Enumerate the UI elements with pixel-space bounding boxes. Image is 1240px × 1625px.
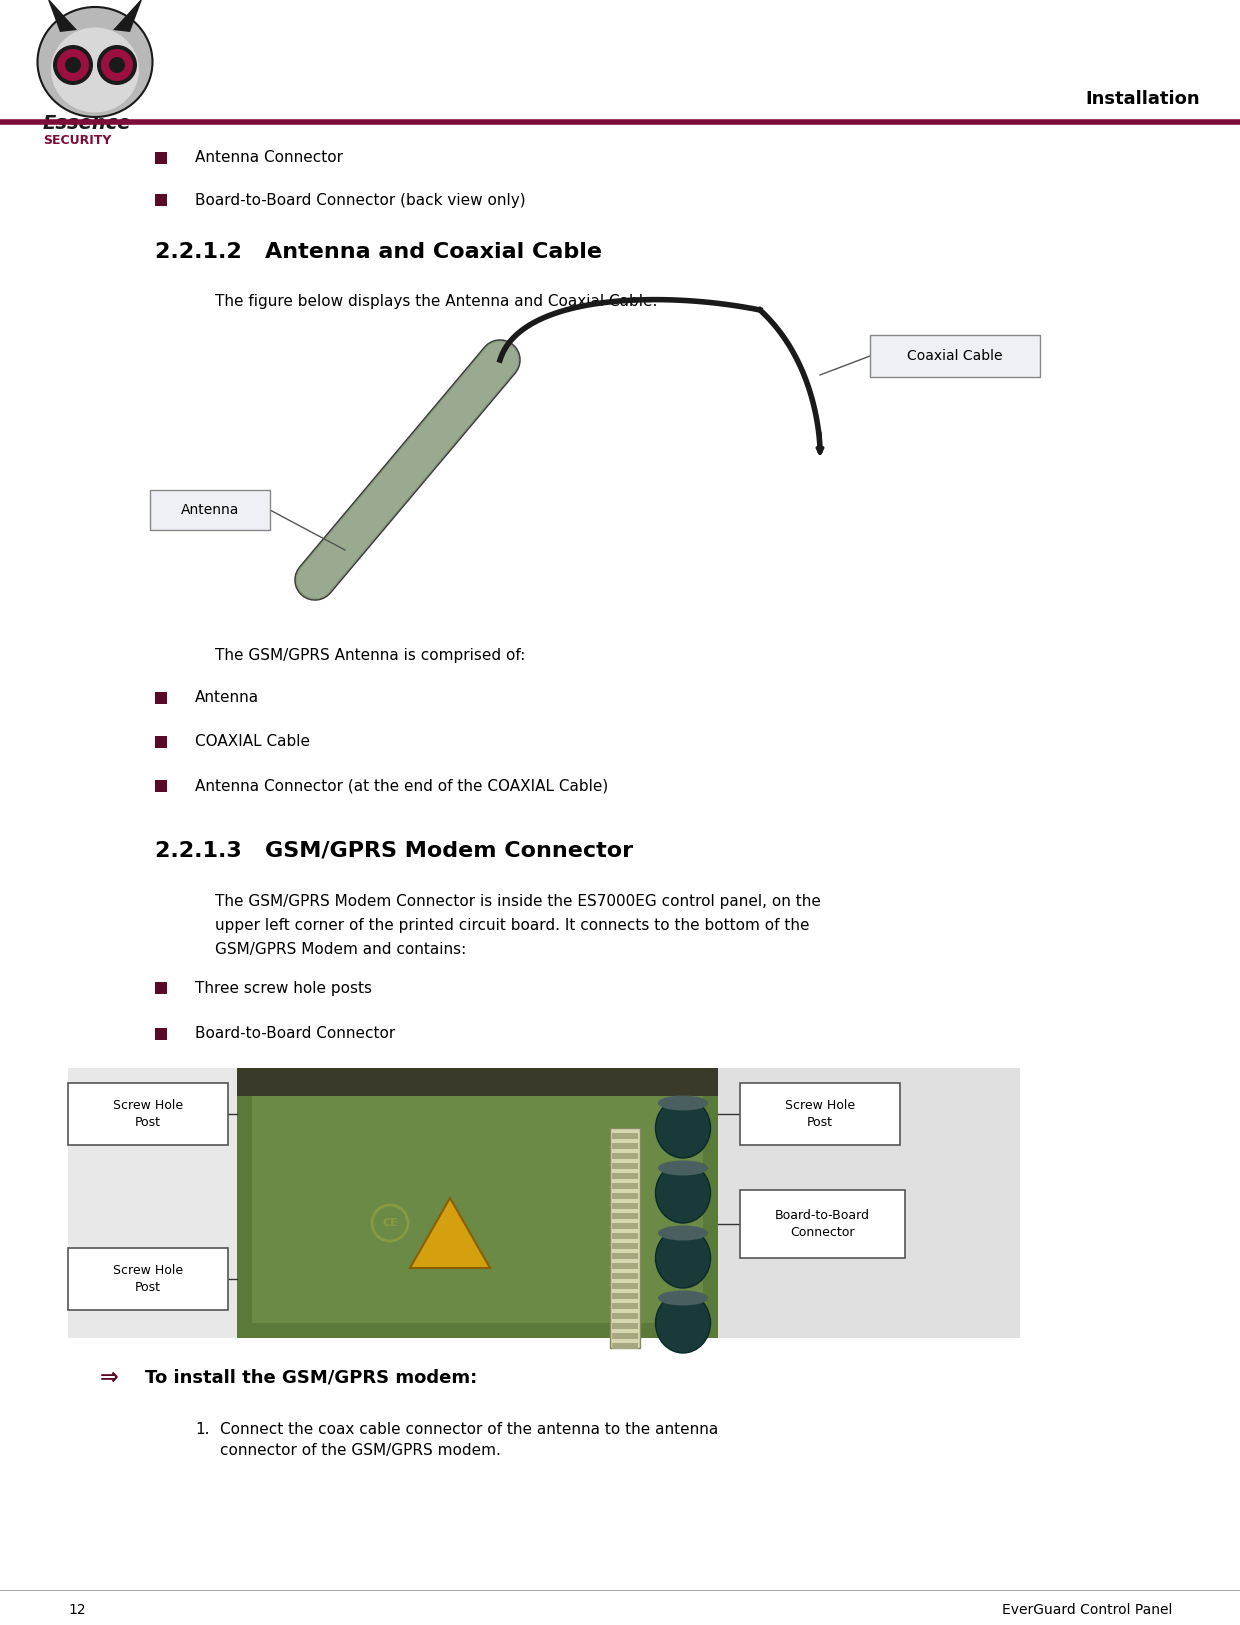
Ellipse shape — [658, 1290, 708, 1305]
Bar — [155, 153, 167, 164]
Bar — [613, 1332, 639, 1339]
Bar — [740, 1082, 900, 1146]
Bar — [613, 1233, 639, 1238]
Text: Board-to-Board Connector: Board-to-Board Connector — [195, 1027, 396, 1042]
Bar — [613, 1164, 639, 1168]
Text: Essence: Essence — [43, 114, 131, 133]
Bar — [613, 1313, 639, 1320]
Bar — [155, 692, 167, 704]
Text: Screw Hole
Post: Screw Hole Post — [113, 1098, 184, 1129]
Text: 12: 12 — [68, 1602, 86, 1617]
Bar — [613, 1154, 639, 1159]
Circle shape — [53, 46, 93, 84]
Text: Antenna Connector: Antenna Connector — [195, 151, 343, 166]
Bar — [613, 1303, 639, 1310]
Bar — [237, 1068, 718, 1337]
Bar — [155, 193, 167, 206]
Circle shape — [97, 46, 136, 84]
Text: Three screw hole posts: Three screw hole posts — [195, 980, 372, 996]
Text: The GSM/GPRS Antenna is comprised of:: The GSM/GPRS Antenna is comprised of: — [215, 648, 526, 663]
Polygon shape — [47, 0, 77, 32]
Bar — [613, 1272, 639, 1279]
Bar — [155, 780, 167, 791]
Bar — [155, 982, 167, 994]
Ellipse shape — [37, 6, 153, 117]
Bar — [68, 1248, 228, 1310]
Text: The GSM/GPRS Modem Connector is inside the ES7000EG control panel, on the: The GSM/GPRS Modem Connector is inside t… — [215, 894, 821, 908]
Bar — [613, 1193, 639, 1199]
Text: upper left corner of the printed circuit board. It connects to the bottom of the: upper left corner of the printed circuit… — [215, 918, 810, 933]
Bar — [613, 1342, 639, 1349]
Ellipse shape — [658, 1095, 708, 1110]
Bar — [613, 1284, 639, 1289]
Bar — [68, 1082, 228, 1146]
Ellipse shape — [656, 1228, 711, 1289]
Text: Screw Hole
Post: Screw Hole Post — [113, 1264, 184, 1294]
Bar — [613, 1202, 639, 1209]
Text: Antenna Connector (at the end of the COAXIAL Cable): Antenna Connector (at the end of the COA… — [195, 778, 609, 793]
Text: Screw Hole
Post: Screw Hole Post — [785, 1098, 856, 1129]
Text: Antenna: Antenna — [181, 504, 239, 517]
Bar — [155, 1029, 167, 1040]
Ellipse shape — [656, 1098, 711, 1159]
Ellipse shape — [656, 1164, 711, 1224]
Bar — [613, 1253, 639, 1259]
Bar — [237, 1068, 718, 1095]
Bar — [610, 1128, 640, 1349]
Bar — [613, 1173, 639, 1180]
Text: Coaxial Cable: Coaxial Cable — [908, 349, 1003, 362]
Text: 2.2.1.2   Antenna and Coaxial Cable: 2.2.1.2 Antenna and Coaxial Cable — [155, 242, 601, 262]
Text: EverGuard Control Panel: EverGuard Control Panel — [1002, 1602, 1172, 1617]
Circle shape — [57, 49, 89, 81]
Text: The figure below displays the Antenna and Coaxial Cable.: The figure below displays the Antenna an… — [215, 294, 657, 309]
Text: 2.2.1.3   GSM/GPRS Modem Connector: 2.2.1.3 GSM/GPRS Modem Connector — [155, 840, 634, 860]
Bar — [613, 1224, 639, 1228]
Text: Connect the coax cable connector of the antenna to the antenna
connector of the : Connect the coax cable connector of the … — [219, 1422, 718, 1458]
Bar — [68, 1068, 237, 1337]
Bar — [613, 1263, 639, 1269]
Ellipse shape — [658, 1225, 708, 1240]
Text: To install the GSM/GPRS modem:: To install the GSM/GPRS modem: — [145, 1368, 477, 1386]
Text: ⇒: ⇒ — [100, 1368, 119, 1388]
Bar — [155, 736, 167, 748]
Bar — [613, 1294, 639, 1298]
Text: Board-to-Board Connector (back view only): Board-to-Board Connector (back view only… — [195, 192, 526, 208]
Bar — [613, 1133, 639, 1139]
Polygon shape — [113, 0, 143, 32]
Bar — [613, 1183, 639, 1190]
Bar — [150, 491, 270, 530]
Bar — [718, 1068, 1021, 1337]
Text: COAXIAL Cable: COAXIAL Cable — [195, 734, 310, 749]
Polygon shape — [410, 1198, 490, 1268]
Text: Antenna: Antenna — [195, 691, 259, 705]
Bar — [613, 1323, 639, 1329]
Bar — [252, 1082, 703, 1323]
Ellipse shape — [656, 1294, 711, 1354]
Ellipse shape — [51, 28, 139, 112]
Circle shape — [109, 57, 125, 73]
Ellipse shape — [658, 1160, 708, 1175]
Bar — [740, 1190, 905, 1258]
Text: GSM/GPRS Modem and contains:: GSM/GPRS Modem and contains: — [215, 942, 466, 957]
Text: SECURITY: SECURITY — [43, 133, 112, 146]
Bar — [613, 1243, 639, 1250]
Bar — [870, 335, 1040, 377]
Text: 1.: 1. — [195, 1422, 210, 1436]
Circle shape — [100, 49, 133, 81]
Text: Installation: Installation — [1085, 89, 1200, 107]
Circle shape — [64, 57, 81, 73]
Bar — [613, 1212, 639, 1219]
Text: CE: CE — [382, 1219, 398, 1228]
Text: Board-to-Board
Connector: Board-to-Board Connector — [775, 1209, 870, 1238]
Bar — [613, 1142, 639, 1149]
